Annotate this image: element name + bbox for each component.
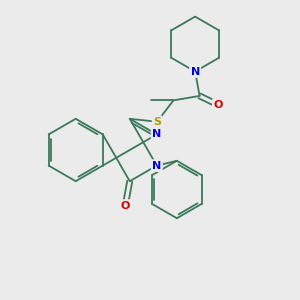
Text: N: N: [152, 129, 161, 140]
Text: N: N: [152, 160, 161, 171]
Text: O: O: [213, 100, 223, 110]
Text: N: N: [190, 67, 200, 76]
Text: O: O: [121, 201, 130, 211]
Text: S: S: [153, 117, 161, 127]
